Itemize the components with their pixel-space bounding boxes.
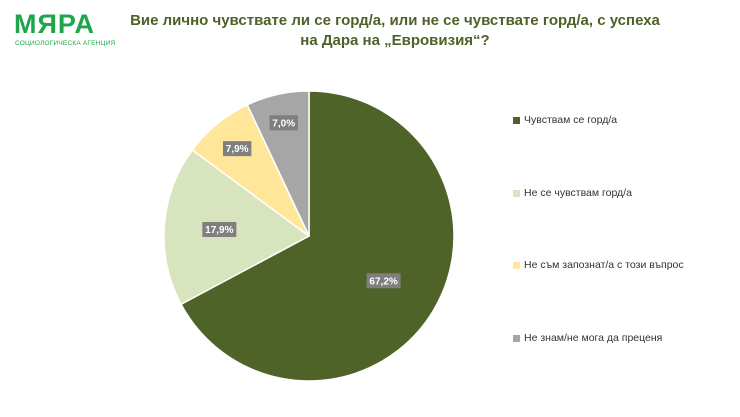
data-label-not-familiar: 7,9%: [222, 141, 252, 157]
legend-label-proud: Чувствам се горд/а: [524, 114, 618, 126]
data-label-box-dont-know: [269, 115, 298, 131]
data-label-text-dont-know: 7,0%: [272, 118, 295, 129]
legend-label-dont-know: Не знам/не мога да преценя: [524, 332, 663, 344]
chart-title-line-2: на Дара на „Евровизия“?: [300, 32, 490, 49]
chart-title-line-1: Вие лично чувствате ли се горд/а, или не…: [130, 12, 660, 29]
legend-swatch-not-proud: [513, 190, 520, 197]
agency-logo: МЯРА СОЦИОЛОГИЧЕСКА АГЕНЦИЯ: [14, 9, 116, 50]
legend-swatch-not-familiar: [513, 262, 520, 269]
data-label-text-not-proud: 17,9%: [205, 225, 233, 236]
pie-slice-proud: [180, 90, 455, 382]
chart-title: Вие лично чувствате ли се горд/а, или не…: [112, 11, 678, 51]
legend-swatch-proud: [513, 117, 520, 124]
logo-name: МЯРА: [14, 9, 96, 39]
legend-swatch-dont-know: [513, 335, 520, 342]
data-label-text-not-familiar: 7,9%: [226, 144, 249, 155]
data-label-box-not-proud: [202, 222, 237, 238]
pie-slice-not-proud: [163, 148, 311, 306]
data-label-box-proud: [366, 273, 401, 289]
data-label-not-proud: 17,9%: [202, 222, 237, 238]
logo-subtitle: СОЦИОЛОГИЧЕСКА АГЕНЦИЯ: [15, 40, 116, 47]
data-label-text-proud: 67,2%: [369, 276, 397, 287]
legend-label-not-proud: Не се чувствам горд/а: [524, 187, 632, 199]
data-label-box-not-familiar: [222, 141, 252, 157]
data-label-dont-know: 7,0%: [269, 115, 298, 131]
legend-label-not-familiar: Не съм запознат/а с този въпрос: [524, 259, 684, 271]
data-label-proud: 67,2%: [366, 273, 401, 289]
